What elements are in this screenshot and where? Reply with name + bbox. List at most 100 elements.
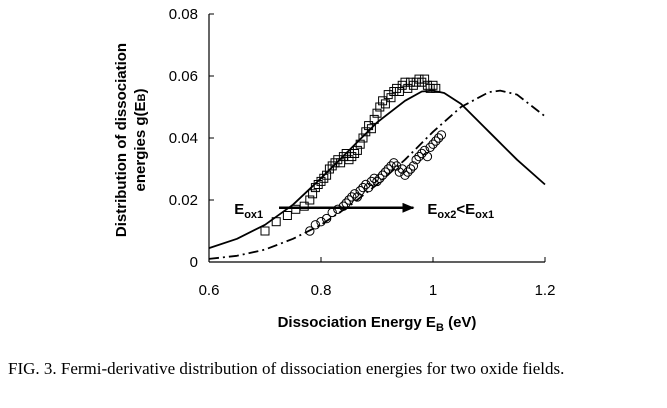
circle-marker <box>333 204 343 215</box>
circle-marker <box>383 164 393 174</box>
square-marker <box>347 152 357 162</box>
square-marker <box>260 226 270 236</box>
y-axis-label: Distribution of dissociation energies g(… <box>113 43 149 237</box>
square-marker <box>431 83 441 93</box>
square-marker <box>305 195 315 205</box>
x-axis-label-unit: (eV) <box>444 314 477 331</box>
circle-marker <box>380 167 391 177</box>
y-tick-label: 0 <box>190 254 198 271</box>
y-axis-label-line2: energies g(EB) <box>132 89 149 192</box>
square-marker <box>389 87 399 96</box>
square-marker <box>417 77 427 87</box>
circle-marker <box>403 167 413 177</box>
square-marker <box>375 102 385 112</box>
y-tick-label: 0.06 <box>169 68 198 85</box>
x-tick-label: 0.6 <box>199 282 220 299</box>
x-axis-label-sub: B <box>436 322 444 334</box>
annotation-eox2-main2: <E <box>456 201 475 218</box>
circle-marker <box>408 161 419 171</box>
square-marker <box>400 77 410 87</box>
circle-marker <box>422 151 433 162</box>
circle-marker <box>417 148 427 159</box>
square-marker <box>383 90 393 100</box>
circle-marker <box>349 189 360 199</box>
y-tick-label: 0.04 <box>169 130 198 147</box>
square-marker <box>414 74 424 84</box>
square-marker <box>394 87 404 96</box>
circle-marker <box>386 161 396 171</box>
square-marker <box>352 145 362 155</box>
x-axis-label-main: Dissociation Energy E <box>278 314 436 331</box>
square-marker <box>330 158 340 168</box>
circle-marker <box>389 158 399 168</box>
circle-marker <box>358 182 368 193</box>
circle-marker <box>391 161 402 171</box>
circle-marker <box>310 220 321 230</box>
annotation-eox2-sub2: ox1 <box>475 209 494 221</box>
circle-marker <box>405 164 416 174</box>
square-marker <box>344 155 354 165</box>
y-axis-label-line1: Distribution of dissociation <box>113 43 130 237</box>
square-marker <box>406 77 416 87</box>
square-marker <box>366 124 376 134</box>
circle-marker <box>433 133 444 143</box>
y-tick-label: 0.08 <box>169 6 198 23</box>
annotation-eox1-sub: ox1 <box>244 209 263 221</box>
annotation-eox1-main: E <box>234 201 244 218</box>
annotation-eox2-main: E <box>427 201 437 218</box>
square-marker <box>397 80 407 90</box>
square-marker <box>333 155 343 165</box>
annotation-eox2: Eox2<Eox1 <box>427 201 494 221</box>
dash-dot-curve <box>208 89 546 260</box>
circle-marker <box>366 176 377 187</box>
circle-marker <box>436 130 447 140</box>
square-marker <box>411 77 421 87</box>
square-marker <box>322 170 332 180</box>
square-marker <box>378 96 388 106</box>
square-marker <box>392 83 402 93</box>
x-tick-label: 0.8 <box>311 282 332 299</box>
circle-marker <box>347 192 357 202</box>
y-tick-label: 0.02 <box>169 192 198 209</box>
square-marker <box>422 80 432 90</box>
square-marker <box>428 80 438 90</box>
square-marker <box>408 80 418 90</box>
square-marker <box>380 99 390 109</box>
circle-marker <box>425 142 435 153</box>
square-marker <box>308 189 318 199</box>
square-marker <box>299 201 309 211</box>
square-marker <box>282 211 292 220</box>
solid-curve <box>208 89 546 249</box>
square-marker <box>324 164 334 174</box>
x-axis-label: Dissociation Energy EB (eV) <box>278 314 477 334</box>
annotation-eox1: Eox1 <box>234 201 263 221</box>
circle-marker <box>400 170 410 180</box>
square-marker <box>420 74 430 84</box>
circle-marker <box>361 179 371 190</box>
ticks: 0 0.02 0.04 0.06 0.08 0.6 0.8 1 1.2 <box>169 6 556 299</box>
square-marker <box>403 83 413 93</box>
circle-marker <box>369 173 379 184</box>
y-axis-label-sub: B <box>136 93 148 101</box>
square-marker <box>350 149 360 158</box>
x-tick-label: 1 <box>429 282 437 299</box>
circle-marker <box>411 155 421 165</box>
square-marker <box>425 83 435 93</box>
square-marker <box>369 114 379 124</box>
annotation-eox2-sub: ox2 <box>437 209 456 221</box>
circle-marker <box>431 136 441 146</box>
circle-marker <box>344 195 354 205</box>
circle-marker <box>419 145 430 156</box>
circle-marker <box>428 139 438 149</box>
circle-marker <box>375 173 385 184</box>
plot-area <box>208 74 546 260</box>
x-tick-label: 1.2 <box>535 282 556 299</box>
y-axis-label-suffix: ) <box>132 89 149 94</box>
square-marker <box>361 127 371 137</box>
circle-marker <box>305 226 315 236</box>
square-marker <box>372 108 382 118</box>
figure-caption: FIG. 3. Fermi-derivative distribution of… <box>8 359 565 378</box>
y-axis-label-prefix: energies g(E <box>132 101 149 191</box>
square-marker <box>358 133 368 143</box>
